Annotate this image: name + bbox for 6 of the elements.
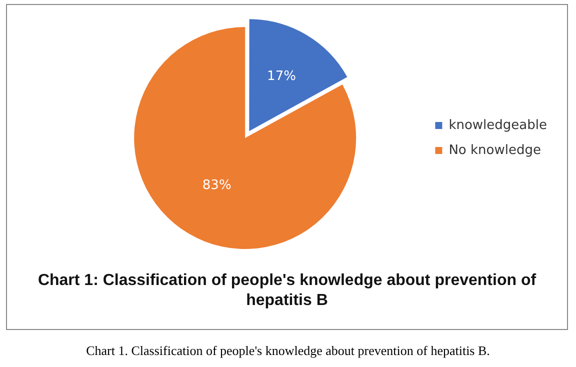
caption: Chart 1. Classification of people's knowledge about prevention of hepatitis B. <box>85 343 491 359</box>
data-label: 83% <box>202 178 232 194</box>
data-label: 17% <box>267 68 296 84</box>
legend-label: No knowledge <box>448 142 541 158</box>
legend-label: knowledgeable <box>448 118 548 133</box>
text: Chart 1: Classification of people's knowledge about prevention of hepatitis B <box>36 271 538 311</box>
